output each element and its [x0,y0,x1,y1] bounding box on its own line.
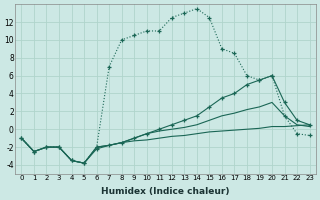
X-axis label: Humidex (Indice chaleur): Humidex (Indice chaleur) [101,187,230,196]
